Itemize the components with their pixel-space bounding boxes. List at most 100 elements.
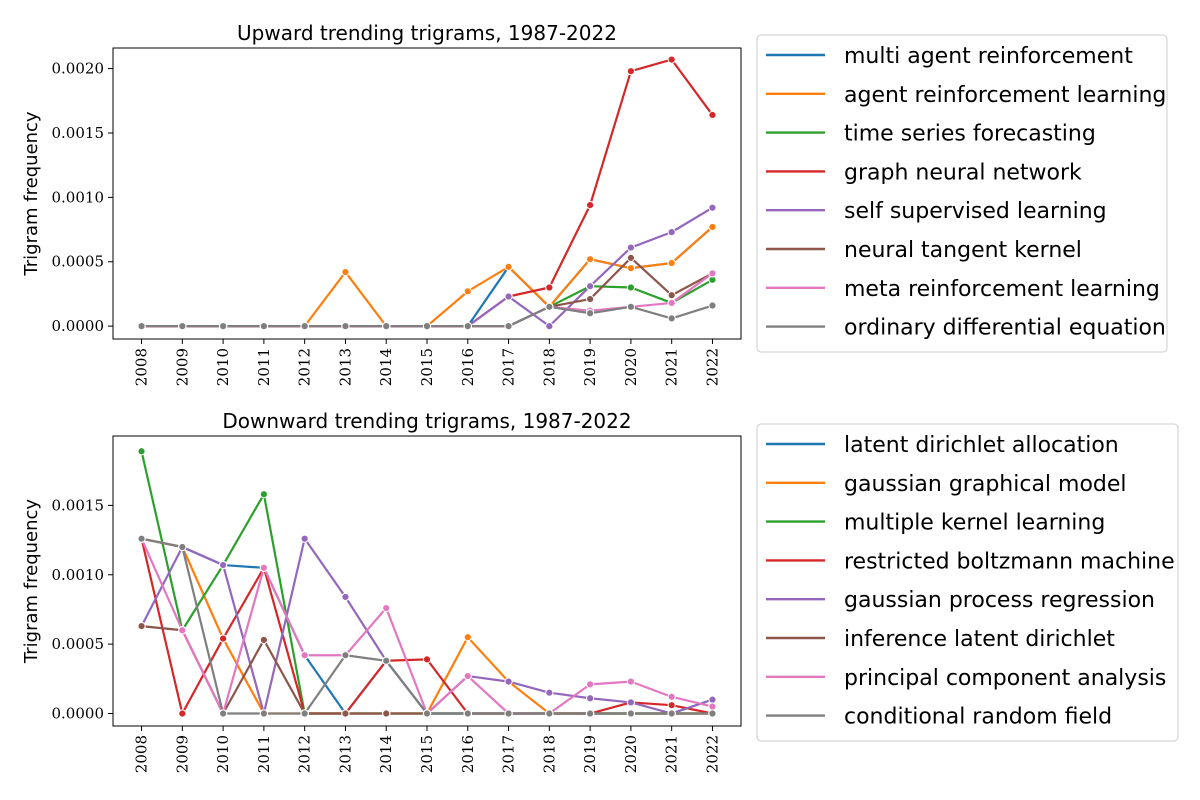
data-point	[259, 635, 268, 645]
x-tick-label: 2015	[418, 348, 436, 386]
data-point	[586, 709, 595, 718]
legend-entry: principal component analysis	[844, 666, 1166, 691]
data-point	[708, 269, 717, 278]
legend-entry: multi agent reinforcement	[844, 44, 1133, 69]
data-point	[545, 322, 554, 331]
data-point	[300, 709, 309, 718]
chart-2: Downward trending trigrams, 1987-2022 Tri…	[21, 409, 1179, 773]
data-point	[219, 634, 228, 643]
legend-entry: ordinary differential equation	[844, 316, 1166, 341]
data-point	[137, 534, 146, 543]
series-line	[141, 272, 714, 328]
legend-entry: self supervised learning	[844, 199, 1107, 224]
legend-entry: gaussian graphical model	[844, 472, 1127, 497]
data-point	[382, 656, 391, 665]
data-point	[219, 709, 228, 718]
data-point	[422, 322, 432, 331]
data-point	[667, 291, 676, 300]
data-point	[626, 677, 635, 686]
y-tick-label: 0.0000	[52, 705, 105, 723]
data-point	[586, 309, 595, 318]
data-point	[504, 292, 513, 301]
data-point	[667, 258, 676, 268]
data-point	[300, 534, 309, 543]
data-point	[708, 110, 717, 120]
data-point	[626, 253, 635, 262]
axes-frame	[112, 435, 742, 727]
legend: multi agent reinforcement agent reinforce…	[756, 34, 1168, 353]
data-point	[545, 302, 554, 311]
data-point	[586, 680, 595, 689]
data-point	[382, 603, 391, 613]
x-tick-label: 2016	[459, 735, 477, 773]
data-point	[259, 709, 268, 718]
data-point	[463, 709, 472, 718]
data-point	[178, 542, 187, 552]
data-point	[586, 694, 595, 703]
x-tick-label: 2009	[173, 735, 191, 773]
x-tick-label: 2016	[459, 348, 477, 386]
x-tick-label: 2011	[255, 735, 273, 773]
x-tick-label: 2010	[214, 348, 232, 386]
x-tick-label: 2019	[581, 348, 599, 386]
data-point	[382, 322, 391, 331]
y-axis-label: Trigram frequency	[21, 111, 42, 276]
x-tick-label: 2014	[377, 735, 395, 773]
data-point	[626, 302, 635, 311]
y-tick-label: 0.0005	[52, 635, 105, 653]
legend-entry: gaussian process regression	[844, 588, 1155, 613]
legend-entry: meta reinforcement learning	[844, 277, 1160, 302]
x-tick-label: 2019	[581, 735, 599, 773]
legend-frame	[756, 34, 1168, 353]
series-line	[141, 226, 714, 328]
data-point	[382, 709, 391, 718]
data-point	[667, 692, 676, 701]
x-tick-label: 2022	[703, 348, 721, 386]
x-tick-label: 2015	[418, 735, 436, 773]
data-point	[341, 267, 350, 277]
x-tick-label: 2021	[663, 348, 681, 386]
legend-entry: latent dirichlet allocation	[844, 433, 1119, 458]
x-tick-label: 2009	[173, 348, 191, 386]
y-tick-label: 0.0010	[52, 188, 105, 206]
data-point	[259, 322, 268, 331]
data-point	[341, 709, 350, 718]
x-tick-label: 2010	[214, 735, 232, 773]
data-point	[626, 67, 635, 76]
x-tick-label: 2008	[133, 735, 151, 773]
data-point	[626, 709, 635, 718]
y-tick-label: 0.0010	[52, 566, 105, 584]
data-point	[667, 701, 676, 710]
x-tick-label: 2022	[703, 735, 721, 773]
legend-entry: agent reinforcement learning	[844, 83, 1166, 108]
y-tick-label: 0.0020	[52, 60, 105, 78]
x-tick-label: 2021	[663, 735, 681, 773]
data-point	[667, 709, 676, 718]
data-point	[463, 671, 472, 681]
data-point	[504, 322, 513, 331]
series-line	[141, 226, 714, 328]
data-point	[626, 283, 635, 292]
data-point	[422, 655, 432, 664]
x-tick-label: 2008	[133, 348, 151, 386]
x-tick-label: 2012	[296, 735, 314, 773]
data-point	[137, 322, 146, 331]
chart-1: Upward trending trigrams, 1987-2022 Trigr…	[21, 21, 1168, 386]
data-point	[626, 698, 635, 707]
legend-entry: neural tangent kernel	[844, 238, 1082, 263]
x-tick-label: 2013	[336, 735, 354, 773]
data-point	[708, 709, 717, 718]
data-point	[545, 709, 554, 718]
data-point	[178, 626, 187, 635]
data-point	[341, 322, 350, 331]
y-tick-label: 0.0000	[52, 317, 105, 335]
data-point	[504, 677, 513, 686]
data-point	[178, 322, 187, 331]
data-point	[586, 282, 595, 291]
data-point	[219, 322, 228, 331]
data-point	[137, 621, 146, 631]
data-point	[545, 283, 554, 292]
data-point	[708, 203, 717, 212]
legend-entry: graph neural network	[844, 160, 1082, 185]
